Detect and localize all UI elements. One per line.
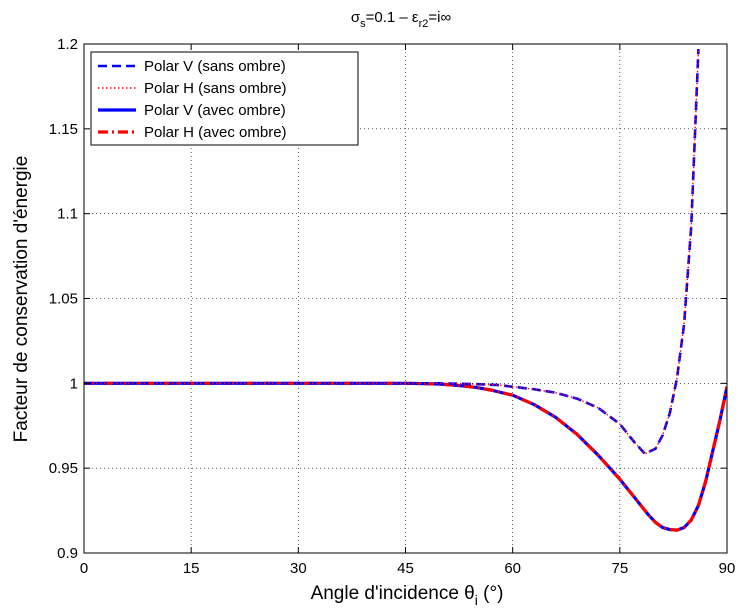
- x-tick-label: 75: [611, 560, 628, 577]
- title-tail: =i∞: [428, 9, 451, 26]
- x-tick-label: 90: [719, 560, 736, 577]
- series-layer: [84, 49, 727, 532]
- series-line-1: [84, 49, 700, 456]
- y-tick-label: 1.15: [49, 121, 78, 138]
- x-tick-label: 0: [80, 560, 88, 577]
- chart-title: σs=0.1 – εr2=i∞: [351, 9, 452, 30]
- x-axis-title-tail: (°): [478, 583, 504, 604]
- y-tick-label: 1.1: [57, 206, 78, 223]
- title-middle: =0.1 – ε: [366, 9, 419, 26]
- legend-label-2: Polar H (sans ombre): [144, 80, 287, 97]
- y-tick-label: 0.9: [57, 545, 78, 562]
- x-tick-label: 60: [504, 560, 521, 577]
- x-axis-title-main: Angle d'incidence θ: [311, 583, 475, 604]
- tick-layer: 0 15 30 45 60 75 90 0.9 0.95 1 1.05 1.1 1.15 1.2: [49, 36, 736, 577]
- x-axis-title: Angle d'incidence θi (°): [311, 583, 504, 608]
- y-tick-label: 1.05: [49, 291, 78, 308]
- legend: Polar V (sans ombre) Polar H (sans ombre)…: [90, 51, 359, 146]
- legend-label-3: Polar V (avec ombre): [144, 102, 286, 119]
- legend-label-4: Polar H (avec ombre): [144, 124, 287, 141]
- y-axis-title: Facteur de conservation d'énergie: [11, 156, 32, 443]
- x-tick-label: 30: [290, 560, 307, 577]
- y-tick-label: 0.95: [49, 460, 78, 477]
- x-tick-label: 15: [183, 560, 200, 577]
- legend-label-1: Polar V (sans ombre): [144, 58, 286, 75]
- x-axis-title-sub: i: [475, 592, 478, 608]
- y-tick-label: 1.2: [57, 36, 78, 53]
- y-tick-label: 1: [70, 375, 78, 392]
- legend-box: [90, 51, 359, 146]
- x-tick-label: 45: [397, 560, 414, 577]
- title-eps-sub: r2: [419, 18, 429, 30]
- title-sigma-sub: s: [360, 18, 366, 30]
- series-group: [84, 49, 727, 532]
- title-sigma: σ: [351, 9, 361, 26]
